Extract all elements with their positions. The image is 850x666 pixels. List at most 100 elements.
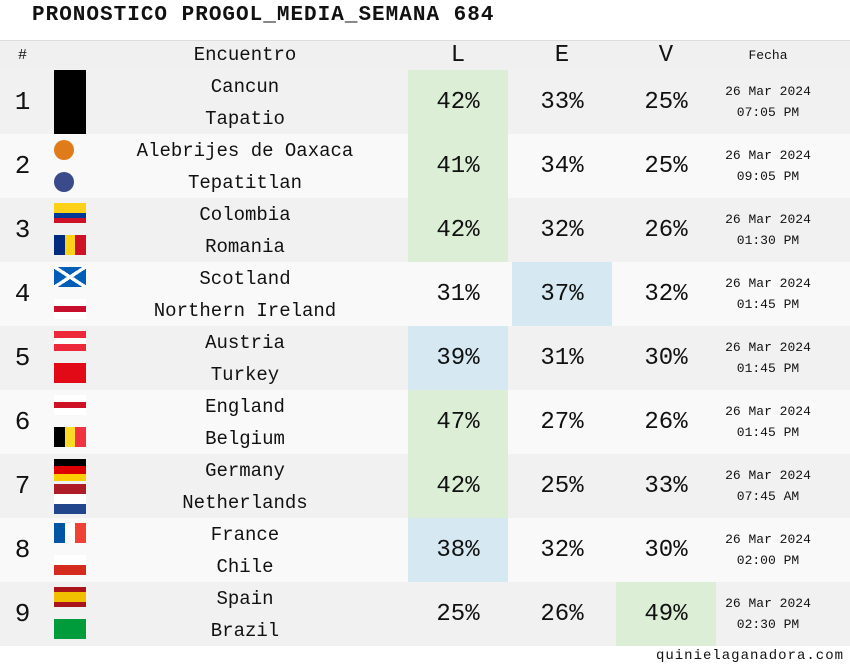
percent-e: 27% — [540, 408, 584, 436]
percent-l: 42% — [436, 472, 480, 500]
home-team: England — [205, 396, 285, 418]
match-date: 26 Mar 2024 — [725, 467, 811, 483]
match-time: 01:45 PM — [736, 424, 800, 440]
match-date: 26 Mar 2024 — [725, 83, 811, 99]
away-team: Belgium — [205, 428, 285, 450]
highlight — [408, 70, 508, 134]
percent-e: 25% — [540, 472, 584, 500]
flag — [54, 235, 86, 255]
away-team: Netherlands — [182, 492, 308, 514]
title: PRONOSTICO PROGOL_MEDIA_SEMANA 684 — [32, 3, 495, 27]
match-time: 02:30 PM — [736, 616, 800, 632]
away-team: Brazil — [210, 620, 280, 642]
match-date: 26 Mar 2024 — [725, 595, 811, 611]
highlight — [408, 390, 508, 454]
row-number: 6 — [14, 407, 31, 437]
match-time: 01:45 PM — [736, 360, 800, 376]
percent-e: 33% — [540, 88, 584, 116]
row — [0, 262, 850, 326]
percent-e: 26% — [540, 600, 584, 628]
home-team: France — [210, 524, 280, 546]
row-number: 8 — [14, 535, 31, 565]
away-team: Northern Ireland — [153, 300, 337, 322]
match-date: 26 Mar 2024 — [725, 339, 811, 355]
percent-e: 32% — [540, 536, 584, 564]
row-number: 3 — [14, 215, 31, 245]
flag — [54, 523, 86, 543]
flag — [54, 587, 86, 607]
row-number: 4 — [14, 279, 31, 309]
highlight — [408, 134, 508, 198]
away-team: Tapatio — [205, 108, 285, 130]
highlight — [408, 454, 508, 518]
footer-site: quinielaganadora.com — [655, 648, 844, 664]
percent-l: 39% — [436, 344, 480, 372]
percent-l: 38% — [436, 536, 480, 564]
column-header: V — [658, 41, 674, 69]
match-date: 26 Mar 2024 — [725, 275, 811, 291]
percent-e: 34% — [540, 152, 584, 180]
column-header: Fecha — [748, 47, 788, 63]
percent-l: 25% — [436, 600, 480, 628]
column-header: # — [17, 46, 27, 64]
percent-e: 37% — [540, 280, 584, 308]
highlight — [512, 262, 612, 326]
flag — [54, 395, 86, 415]
percent-v: 30% — [644, 344, 688, 372]
home-team: Colombia — [199, 204, 291, 226]
home-team: Cancun — [210, 76, 280, 98]
match-time: 02:00 PM — [736, 552, 800, 568]
match-date: 26 Mar 2024 — [725, 403, 811, 419]
percent-l: 31% — [436, 280, 480, 308]
flag — [54, 70, 86, 134]
percent-v: 32% — [644, 280, 688, 308]
percent-l: 42% — [436, 216, 480, 244]
home-team: Scotland — [199, 268, 291, 290]
percent-l: 42% — [436, 88, 480, 116]
match-time: 01:45 PM — [736, 296, 800, 312]
home-team: Alebrijes de Oaxaca — [136, 140, 354, 162]
match-time: 09:05 PM — [736, 168, 800, 184]
highlight — [616, 582, 716, 646]
percent-v: 26% — [644, 408, 688, 436]
away-team: Chile — [216, 556, 274, 578]
percent-v: 26% — [644, 216, 688, 244]
column-header: L — [450, 41, 466, 69]
flag — [54, 331, 86, 351]
highlight — [408, 198, 508, 262]
home-team: Spain — [216, 588, 274, 610]
home-team: Austria — [205, 332, 285, 354]
percent-v: 49% — [644, 600, 688, 628]
highlight — [408, 326, 508, 390]
flag — [54, 172, 74, 192]
flag — [54, 459, 86, 481]
row-number: 7 — [14, 471, 31, 501]
percent-l: 41% — [436, 152, 480, 180]
column-header: E — [554, 41, 570, 69]
percent-v: 33% — [644, 472, 688, 500]
row-number: 9 — [14, 599, 31, 629]
percent-e: 31% — [540, 344, 584, 372]
row-number: 2 — [14, 151, 31, 181]
highlight — [408, 518, 508, 582]
match-date: 26 Mar 2024 — [725, 147, 811, 163]
flag — [54, 203, 86, 223]
percent-e: 32% — [540, 216, 584, 244]
percent-l: 47% — [436, 408, 480, 436]
match-date: 26 Mar 2024 — [725, 211, 811, 227]
flag — [54, 140, 74, 160]
away-team: Romania — [205, 236, 285, 258]
flag — [54, 363, 86, 383]
away-team: Tepatitlan — [187, 172, 303, 194]
match-time: 01:30 PM — [736, 232, 800, 248]
percent-v: 30% — [644, 536, 688, 564]
away-team: Turkey — [210, 364, 280, 386]
column-header: Encuentro — [193, 44, 297, 66]
row-number: 5 — [14, 343, 31, 373]
flag — [54, 619, 86, 639]
flag — [54, 299, 86, 319]
flag — [54, 555, 86, 575]
match-time: 07:05 PM — [736, 104, 800, 120]
header-row — [0, 40, 850, 70]
